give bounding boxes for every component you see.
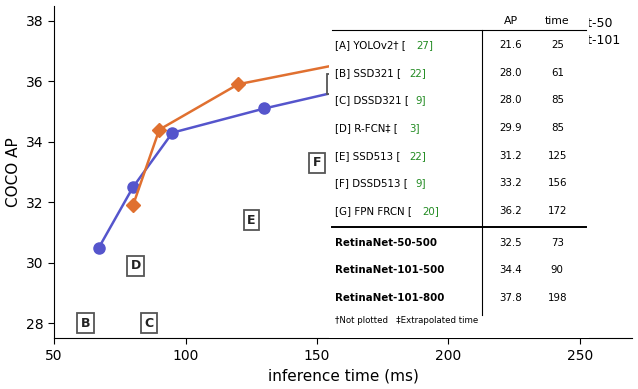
Text: 34.4: 34.4 xyxy=(500,265,523,275)
Text: 3]: 3] xyxy=(410,123,420,133)
Text: 25: 25 xyxy=(551,40,564,50)
Text: [C] DSSD321 [: [C] DSSD321 [ xyxy=(334,95,408,105)
Text: RetinaNet-101-800: RetinaNet-101-800 xyxy=(334,293,444,303)
Text: 20]: 20] xyxy=(422,206,439,216)
Text: C: C xyxy=(144,317,153,330)
Text: D: D xyxy=(131,259,141,272)
Text: G: G xyxy=(330,78,341,91)
Text: 33.2: 33.2 xyxy=(500,178,523,188)
Text: F: F xyxy=(313,156,322,170)
Text: 37.8: 37.8 xyxy=(500,293,523,303)
Text: [A] YOLOv2† [: [A] YOLOv2† [ xyxy=(334,40,405,50)
Text: 9]: 9] xyxy=(416,95,426,105)
Text: RetinaNet-50-500: RetinaNet-50-500 xyxy=(334,238,436,247)
Text: 198: 198 xyxy=(547,293,567,303)
Text: AP: AP xyxy=(504,16,518,26)
Text: [G] FPN FRCN [: [G] FPN FRCN [ xyxy=(334,206,412,216)
Text: [B] SSD321 [: [B] SSD321 [ xyxy=(334,68,401,78)
Text: time: time xyxy=(545,16,570,26)
Text: 61: 61 xyxy=(551,68,564,78)
Text: 85: 85 xyxy=(551,123,564,133)
Text: 73: 73 xyxy=(551,238,564,247)
Text: 29.9: 29.9 xyxy=(500,123,523,133)
Text: 90: 90 xyxy=(551,265,564,275)
Text: 22]: 22] xyxy=(410,68,426,78)
Text: 125: 125 xyxy=(547,151,567,161)
Bar xyxy=(329,11,589,341)
Text: 36.2: 36.2 xyxy=(500,206,523,216)
Text: E: E xyxy=(247,214,256,227)
Text: [F] DSSD513 [: [F] DSSD513 [ xyxy=(334,178,408,188)
X-axis label: inference time (ms): inference time (ms) xyxy=(268,368,419,384)
Text: †Not plotted   ‡Extrapolated time: †Not plotted ‡Extrapolated time xyxy=(334,316,478,325)
Text: 31.2: 31.2 xyxy=(500,151,523,161)
Text: 28.0: 28.0 xyxy=(500,95,523,105)
Text: 32.5: 32.5 xyxy=(500,238,523,247)
Text: [D] R-FCN‡ [: [D] R-FCN‡ [ xyxy=(334,123,397,133)
Text: RetinaNet-101-500: RetinaNet-101-500 xyxy=(334,265,444,275)
Text: 85: 85 xyxy=(551,95,564,105)
Text: 21.6: 21.6 xyxy=(500,40,523,50)
Y-axis label: COCO AP: COCO AP xyxy=(6,137,20,207)
Text: B: B xyxy=(81,317,91,330)
Text: 172: 172 xyxy=(547,206,567,216)
Text: 22]: 22] xyxy=(410,151,426,161)
Text: 27]: 27] xyxy=(416,40,433,50)
Legend: RetinaNet-50, RetinaNet-101: RetinaNet-50, RetinaNet-101 xyxy=(492,12,626,52)
Text: [E] SSD513 [: [E] SSD513 [ xyxy=(334,151,400,161)
Text: 156: 156 xyxy=(547,178,567,188)
Text: 9]: 9] xyxy=(416,178,426,188)
Text: 28.0: 28.0 xyxy=(500,68,523,78)
